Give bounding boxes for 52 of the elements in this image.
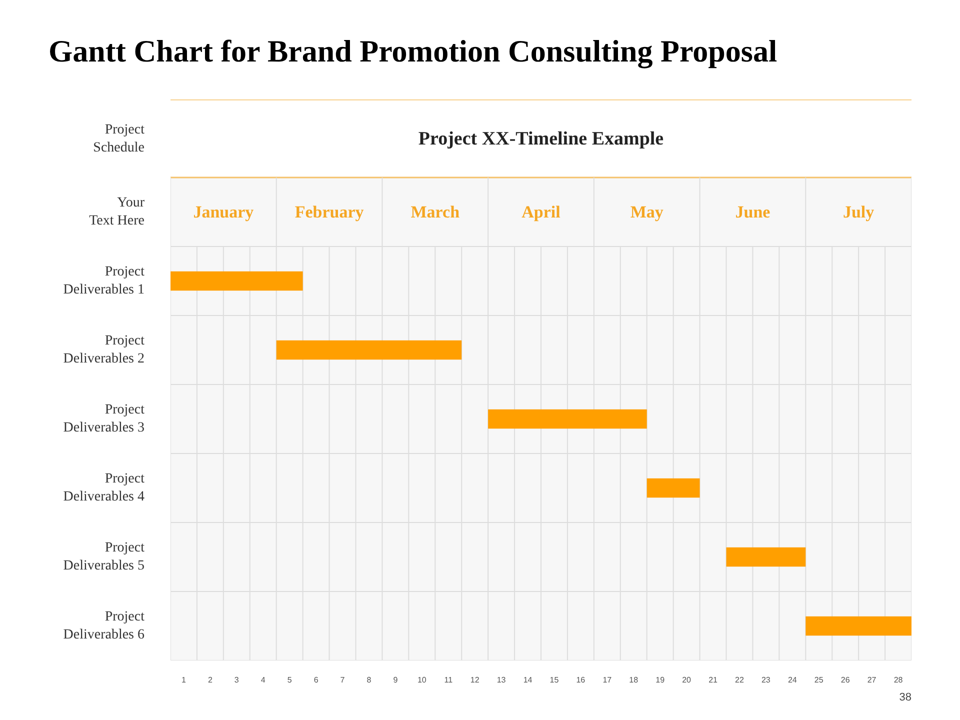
x-tick-label: 12: [470, 676, 480, 684]
chart-title: Gantt Chart for Brand Promotion Consulting Proposal: [48, 34, 778, 68]
bar: [806, 616, 912, 636]
x-tick-label: 9: [393, 676, 398, 684]
text: June: [735, 202, 771, 222]
x-tick-label: 21: [708, 676, 718, 684]
bar: [276, 340, 462, 360]
y-tick-label: Project Deliverables 1: [63, 264, 145, 298]
x-tick-label: 3: [234, 676, 240, 684]
x-tick-label: 1: [182, 676, 187, 684]
x-tick-label: 20: [682, 676, 692, 684]
y-tick-label: Project Deliverables 3: [63, 402, 145, 436]
bar: [488, 409, 647, 429]
text: July: [842, 202, 875, 222]
y-tick-label: Project Deliverables 6: [63, 610, 145, 642]
text: Your Text Here: [89, 195, 145, 228]
text: April: [522, 202, 561, 222]
x-tick-label: 24: [788, 676, 798, 684]
x-tick-label: 7: [340, 676, 346, 684]
text: May: [630, 202, 664, 222]
chart-subtitle: Project XX-Timeline Example: [418, 128, 664, 150]
y-tick-label: Project Deliverables 2: [63, 333, 145, 366]
text: March: [410, 202, 460, 222]
bar: [170, 271, 303, 291]
x-tick-label: 5: [287, 676, 292, 684]
x-tick-label: 22: [735, 676, 744, 684]
x-tick-label: 25: [814, 676, 824, 684]
x-tick-label: 11: [444, 676, 454, 684]
text: Project Schedule: [93, 122, 145, 156]
x-tick-label: 23: [761, 676, 771, 684]
x-tick-label: 8: [366, 676, 372, 684]
text: January: [193, 202, 254, 222]
x-tick-label: 4: [260, 676, 266, 684]
x-tick-label: 2: [208, 676, 213, 684]
y-tick-label: Project Deliverables 5: [63, 540, 145, 574]
x-tick-label: 18: [629, 676, 639, 684]
x-tick-label: 13: [496, 676, 506, 684]
x-tick-label: 15: [550, 676, 560, 684]
x-tick-label: 26: [840, 676, 850, 684]
bar: [646, 478, 700, 498]
x-tick-label: 28: [894, 676, 904, 684]
text: 38: [899, 692, 912, 704]
text: February: [294, 202, 364, 222]
x-tick-label: 19: [656, 676, 666, 684]
y-tick-label: Project Deliverables 4: [63, 471, 145, 504]
x-tick-label: 27: [867, 676, 877, 684]
x-tick-label: 14: [523, 676, 533, 684]
x-tick-label: 10: [417, 676, 427, 684]
x-tick-label: 16: [576, 676, 586, 684]
x-tick-label: 17: [602, 676, 612, 684]
x-tick-label: 6: [314, 676, 319, 684]
bar: [726, 547, 806, 567]
